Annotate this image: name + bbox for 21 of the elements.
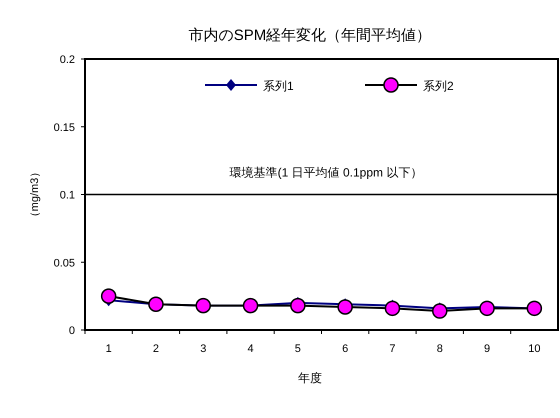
legend-label: 系列1 [263,79,294,93]
y-tick-label: 0.05 [54,257,75,270]
x-tick-label: 1 [106,343,112,355]
x-tick-label: 6 [342,343,348,355]
chart-title: 市内のSPM経年変化（年間平均値） [188,27,432,44]
y-tick-label: 0.2 [60,54,75,66]
x-tick-label: 5 [294,343,301,355]
legend-label: 系列2 [423,79,454,93]
y-axis-title: （mg/m3） [29,166,41,222]
ref-line-label: 環境基準(1 日平均値 0.1ppm 以下） [230,166,422,180]
y-tick-label: 0.1 [60,190,75,202]
x-tick-label: 10 [528,343,540,355]
x-tick-label: 8 [436,343,443,355]
x-tick-label: 9 [484,343,490,355]
y-tick-label: 0.15 [54,122,75,134]
x-tick-label: 4 [247,343,254,355]
y-tick-label: 0 [68,325,75,337]
x-axis-title: 年度 [298,371,322,385]
x-tick-label: 2 [152,343,160,355]
x-tick-label: 7 [389,343,396,355]
x-tick-label: 3 [200,343,206,355]
